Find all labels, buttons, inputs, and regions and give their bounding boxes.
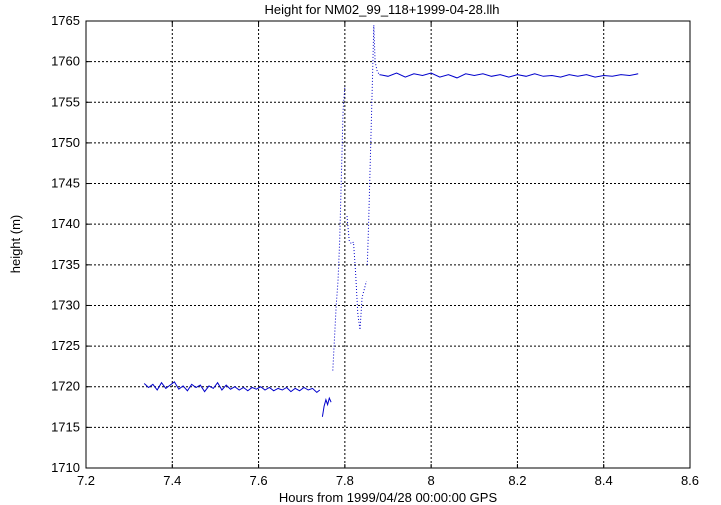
y-tick-label: 1750 [51, 135, 80, 150]
y-tick-label: 1765 [51, 13, 80, 28]
y-tick-label: 1720 [51, 379, 80, 394]
y-tick-label: 1745 [51, 176, 80, 191]
x-tick-label: 8.4 [595, 473, 613, 488]
x-tick-label: 7.6 [250, 473, 268, 488]
height-series-line [346, 216, 367, 330]
x-tick-label: 7.8 [336, 473, 354, 488]
y-tick-label: 1740 [51, 216, 80, 231]
y-tick-label: 1735 [51, 257, 80, 272]
y-tick-label: 1710 [51, 460, 80, 475]
x-tick-label: 7.2 [77, 473, 95, 488]
y-tick-label: 1760 [51, 54, 80, 69]
plot-frame [85, 20, 691, 469]
height-series-line [366, 25, 380, 265]
y-axis-label: height (m) [8, 215, 23, 274]
height-series-line [143, 381, 321, 394]
data-series [143, 25, 639, 417]
y-tick-label: 1730 [51, 297, 80, 312]
chart-title: Height for NM02_99_118+1999-04-28.llh [264, 2, 499, 17]
y-tick-label: 1715 [51, 419, 80, 434]
x-tick-label: 8 [428, 473, 435, 488]
x-tick-label: 8.6 [681, 473, 699, 488]
x-axis-label: Hours from 1999/04/28 00:00:00 GPS [279, 490, 498, 505]
y-tick-label: 1755 [51, 94, 80, 109]
height-series-line [332, 85, 346, 371]
gridlines [86, 21, 690, 468]
height-series-line [379, 72, 639, 79]
x-tick-label: 8.2 [508, 473, 526, 488]
x-tick-label: 7.4 [163, 473, 181, 488]
y-tick-label: 1725 [51, 338, 80, 353]
axis-ticks: 7.2 7.4 7.6 7.8 8 8.2 8.4 8.6 1710 1715 1720 1725 17… [51, 13, 699, 488]
height-series-line [321, 396, 332, 417]
